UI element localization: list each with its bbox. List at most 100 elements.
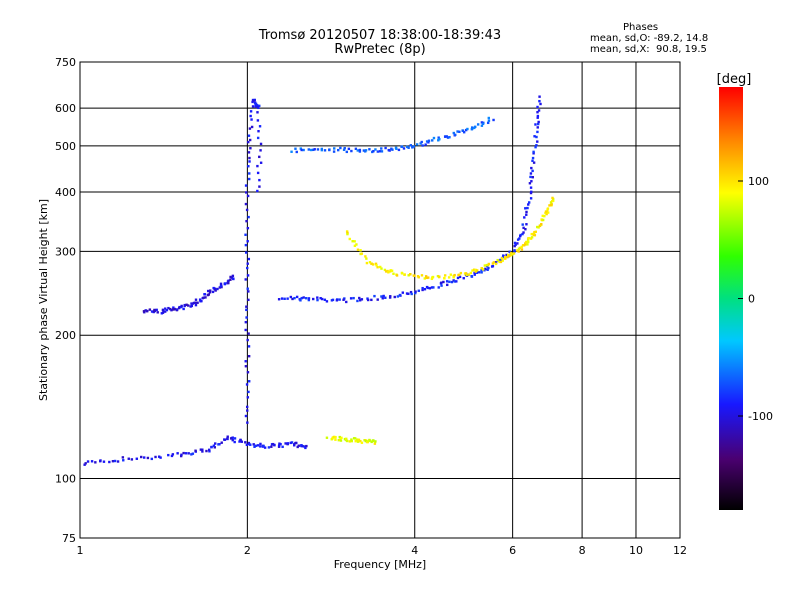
colorbar-tick-label: 0 bbox=[748, 293, 755, 306]
data-point bbox=[452, 276, 455, 279]
data-point bbox=[182, 451, 185, 455]
trace-o-mode-f1-cusp bbox=[83, 435, 308, 466]
x-tick-label: 2 bbox=[244, 544, 251, 557]
data-point bbox=[458, 275, 462, 279]
data-point bbox=[254, 105, 257, 108]
data-point bbox=[190, 304, 194, 308]
data-point bbox=[248, 138, 252, 142]
data-point bbox=[247, 165, 250, 168]
data-point bbox=[337, 438, 341, 442]
data-point bbox=[171, 453, 175, 456]
y-tick-label: 300 bbox=[55, 245, 76, 258]
data-point bbox=[458, 130, 461, 133]
data-point bbox=[446, 136, 450, 139]
y-tick-label: 500 bbox=[55, 140, 76, 153]
data-point bbox=[437, 286, 440, 289]
data-point bbox=[323, 149, 327, 152]
data-point bbox=[473, 273, 476, 276]
data-point bbox=[359, 439, 362, 443]
data-point bbox=[445, 135, 448, 138]
data-point bbox=[208, 450, 211, 453]
data-point bbox=[533, 135, 536, 138]
data-point bbox=[529, 237, 533, 240]
data-point bbox=[248, 156, 251, 160]
data-point bbox=[277, 298, 281, 301]
data-point bbox=[248, 160, 251, 163]
data-point bbox=[481, 268, 485, 271]
data-point bbox=[90, 460, 94, 463]
data-point bbox=[247, 380, 251, 383]
data-point bbox=[420, 274, 424, 277]
data-point bbox=[293, 443, 296, 446]
data-point bbox=[355, 243, 358, 246]
data-point bbox=[425, 140, 429, 143]
data-point bbox=[245, 308, 248, 312]
data-point bbox=[191, 302, 194, 305]
data-point bbox=[246, 274, 250, 277]
data-point bbox=[539, 102, 542, 106]
data-point bbox=[381, 297, 384, 300]
data-point bbox=[255, 104, 259, 107]
data-point bbox=[358, 296, 361, 300]
data-point bbox=[380, 150, 384, 153]
data-point bbox=[246, 338, 249, 342]
data-point bbox=[483, 264, 487, 267]
data-point bbox=[240, 440, 244, 443]
data-point bbox=[190, 302, 193, 305]
data-point bbox=[227, 281, 230, 285]
data-point bbox=[526, 206, 529, 210]
data-point bbox=[379, 265, 382, 269]
data-point bbox=[531, 169, 534, 173]
colorbar-label: [deg] bbox=[717, 72, 752, 87]
data-point bbox=[528, 236, 531, 240]
data-point bbox=[259, 149, 262, 152]
data-point bbox=[245, 219, 248, 223]
data-point bbox=[273, 443, 276, 447]
data-point bbox=[256, 119, 260, 122]
data-point bbox=[438, 275, 441, 278]
data-point bbox=[248, 127, 252, 130]
data-point bbox=[494, 261, 498, 264]
data-point bbox=[470, 126, 474, 129]
data-point bbox=[320, 297, 324, 301]
data-point bbox=[431, 275, 435, 279]
data-point bbox=[325, 436, 329, 439]
data-point bbox=[402, 147, 406, 150]
data-point bbox=[191, 452, 195, 455]
data-point bbox=[253, 98, 256, 102]
data-point bbox=[469, 271, 473, 275]
data-point bbox=[537, 120, 540, 124]
data-point bbox=[487, 116, 490, 120]
data-point bbox=[364, 439, 368, 443]
data-point bbox=[247, 151, 251, 154]
data-point bbox=[546, 208, 549, 211]
data-point bbox=[246, 240, 249, 243]
data-point bbox=[207, 293, 211, 296]
data-point bbox=[508, 250, 511, 253]
data-point bbox=[462, 131, 466, 134]
data-point bbox=[245, 208, 249, 212]
data-point bbox=[248, 177, 251, 181]
y-tick-label: 600 bbox=[55, 102, 76, 115]
data-point bbox=[536, 111, 539, 114]
data-point bbox=[535, 144, 538, 147]
data-point bbox=[549, 203, 553, 207]
data-point bbox=[163, 310, 167, 313]
data-point bbox=[249, 110, 253, 113]
data-point bbox=[380, 295, 383, 298]
data-point bbox=[511, 252, 514, 255]
data-point bbox=[249, 443, 252, 446]
data-point bbox=[356, 149, 359, 152]
data-point bbox=[522, 226, 525, 230]
data-point bbox=[471, 269, 474, 272]
data-point bbox=[534, 145, 537, 149]
data-point bbox=[299, 299, 302, 302]
data-point bbox=[246, 262, 249, 265]
data-point bbox=[368, 148, 371, 151]
data-point bbox=[198, 298, 202, 301]
data-point bbox=[372, 149, 375, 153]
data-point bbox=[514, 243, 517, 246]
data-point bbox=[270, 445, 273, 448]
data-point bbox=[529, 186, 533, 189]
data-point bbox=[547, 211, 550, 214]
